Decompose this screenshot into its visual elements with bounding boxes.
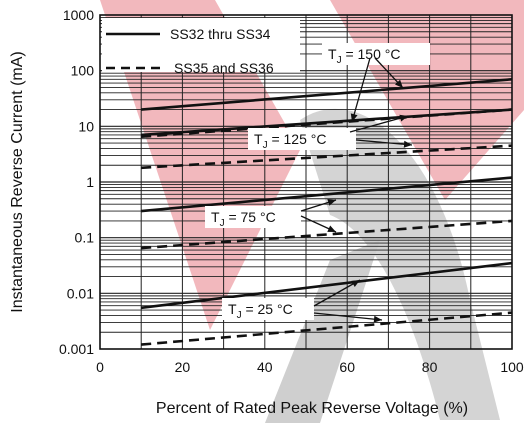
x-tick-label: 80	[422, 359, 438, 375]
x-tick-label: 20	[175, 359, 191, 375]
x-axis-label: Percent of Rated Peak Reverse Voltage (%…	[156, 400, 468, 417]
series-line	[141, 311, 513, 346]
annotation-t: T	[228, 301, 237, 317]
annotation-arrowhead	[399, 114, 408, 122]
temperature-annotation: TJ = 75 °C	[205, 199, 337, 233]
y-tick-labels: 0.001 0.01 0.1 1 10 100 1000	[59, 7, 94, 357]
annotation-background	[205, 206, 301, 228]
series-line	[141, 144, 513, 170]
annotation-temperature: = 150 °C	[342, 46, 401, 62]
annotation-leader	[313, 312, 383, 321]
y-tick-label: 0.001	[59, 341, 94, 357]
watermark-gray-stripe	[265, 240, 380, 423]
annotation-background	[222, 298, 314, 320]
x-tick-label: 60	[339, 359, 355, 375]
y-tick-label: 0.1	[75, 230, 95, 246]
annotation-temperature: = 125 °C	[268, 131, 327, 147]
x-tick-label: 100	[500, 359, 524, 375]
annotation-subscript: J	[237, 310, 242, 321]
annotation-background	[248, 128, 356, 150]
annotation-label: TJ = 25 °C	[228, 301, 293, 321]
annotation-subscript: J	[337, 55, 342, 66]
annotation-subscript: J	[220, 218, 225, 229]
legend-label-ss32: SS32 thru SS34	[170, 26, 271, 42]
plot-frame	[99, 14, 513, 350]
annotation-leader	[313, 279, 361, 307]
temperature-annotations: TJ = 150 °CTJ = 125 °CTJ = 75 °CTJ = 25 …	[205, 43, 430, 323]
series-line	[141, 176, 513, 213]
y-tick-label: 0.01	[67, 285, 94, 301]
watermark-gray-arc	[300, 108, 500, 420]
annotation-t: T	[254, 131, 263, 147]
annotation-arrowhead	[327, 199, 336, 206]
annotation-leader	[355, 139, 413, 146]
annotation-arrowhead	[394, 79, 403, 88]
annotation-t: T	[211, 209, 220, 225]
series-line	[141, 77, 513, 111]
temperature-annotation: TJ = 150 °C	[322, 43, 430, 123]
x-tick-label: 0	[96, 359, 104, 375]
annotation-leader	[351, 57, 371, 123]
x-tick-label: 40	[257, 359, 273, 375]
annotation-subscript: J	[263, 140, 268, 151]
annotation-temperature: = 25 °C	[242, 301, 293, 317]
y-tick-label: 1000	[63, 7, 94, 23]
temperature-annotation: TJ = 25 °C	[222, 279, 383, 323]
y-axis-label: Instantaneous Reverse Current (mA)	[9, 51, 26, 312]
annotation-leader	[349, 115, 409, 133]
x-tick-labels: 0 20 40 60 80 100	[96, 359, 524, 375]
legend-label-ss35: SS35 and SS36	[174, 60, 274, 76]
series-line	[141, 219, 513, 250]
temperature-annotation: TJ = 125 °C	[248, 114, 413, 151]
series-line	[141, 108, 513, 137]
y-tick-label: 10	[78, 118, 94, 134]
annotation-label: TJ = 75 °C	[211, 209, 276, 229]
annotation-arrowhead	[351, 280, 360, 287]
annotation-label: TJ = 125 °C	[254, 131, 326, 151]
annotation-background	[322, 43, 430, 65]
annotation-t: T	[328, 46, 337, 62]
annotation-arrowhead	[350, 113, 358, 122]
legend: SS32 thru SS34 SS35 and SS36	[102, 18, 300, 76]
annotation-arrowhead	[327, 225, 336, 232]
series-line	[141, 261, 513, 310]
chart-grid	[100, 15, 512, 349]
annotation-label: TJ = 150 °C	[328, 46, 400, 66]
legend-background	[102, 18, 300, 72]
annotation-arrowhead	[403, 140, 412, 148]
annotation-temperature: = 75 °C	[225, 209, 276, 225]
series-lines	[141, 77, 513, 346]
y-tick-label: 100	[71, 63, 95, 79]
y-tick-label: 1	[86, 174, 94, 190]
annotation-arrowhead	[373, 315, 382, 323]
